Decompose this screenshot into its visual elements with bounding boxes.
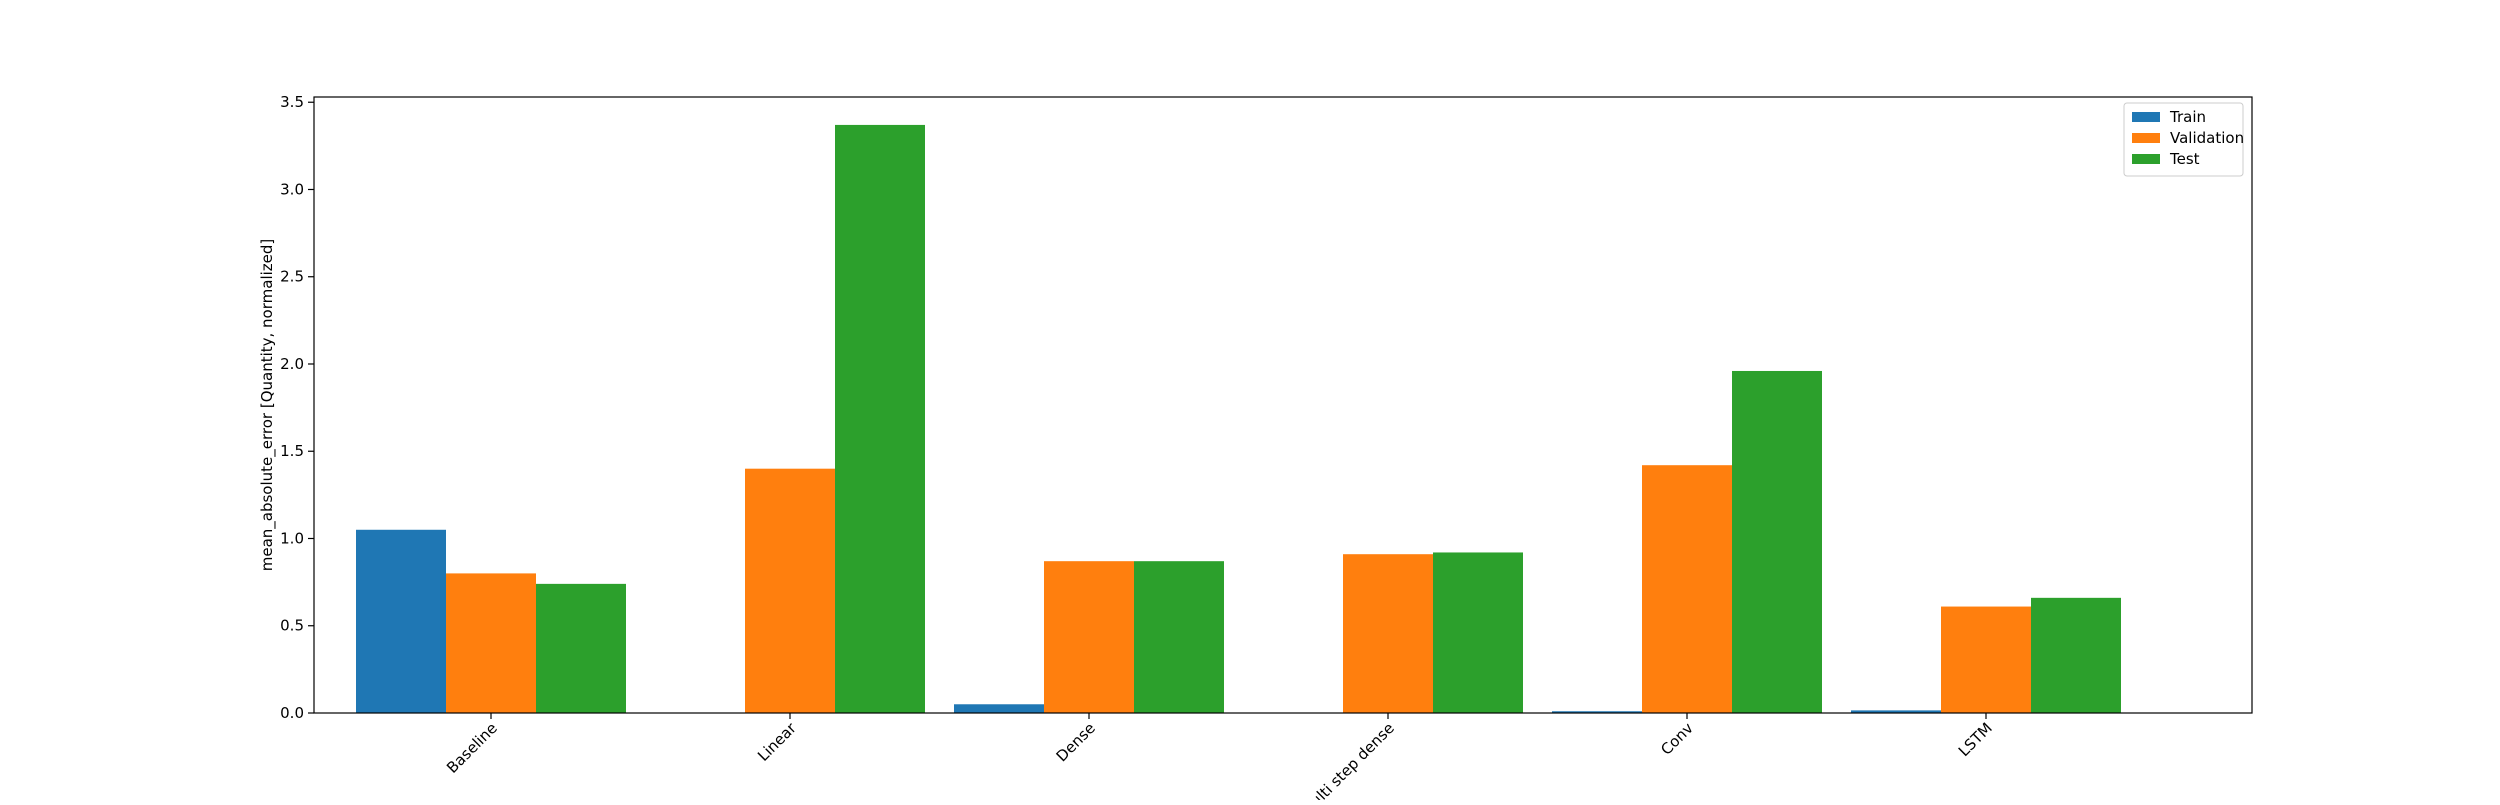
bar-test-multi-step-dense: [1433, 552, 1523, 713]
legend-swatch-validation: [2132, 133, 2160, 143]
y-tick-label: 2.5: [280, 268, 304, 286]
legend-swatch-test: [2132, 154, 2160, 164]
bar-test-baseline: [536, 583, 626, 713]
legend-label-test: Test: [2169, 150, 2200, 168]
bar-validation-dense: [1044, 561, 1134, 713]
bar-test-lstm: [2031, 597, 2121, 713]
bar-train-conv: [1552, 711, 1642, 713]
bar-train-dense: [954, 704, 1044, 713]
bar-test-dense: [1134, 561, 1224, 713]
x-tick-label: Baseline: [443, 719, 501, 777]
plot-frame: [313, 96, 2253, 714]
y-tick-label: 3.0: [280, 180, 304, 198]
bar-validation-linear: [745, 468, 835, 713]
bar-validation-baseline: [446, 573, 536, 713]
y-axis: 0.0 0.5 1.0 1.5 2.0 2.5 3.0 3.5: [280, 93, 314, 722]
y-tick-label: 1.0: [280, 529, 304, 547]
bar-train-baseline: [356, 529, 446, 713]
legend-label-validation: Validation: [2170, 129, 2244, 147]
bar-validation-multi-step-dense: [1343, 554, 1433, 713]
bar-validation-conv: [1642, 465, 1732, 713]
y-tick-label: 0.0: [280, 704, 304, 722]
legend-swatch-train: [2132, 112, 2160, 122]
x-tick-label: Linear: [754, 719, 800, 765]
legend-label-train: Train: [2169, 108, 2206, 126]
bar-test-linear: [835, 124, 925, 714]
legend: Train Validation Test: [2123, 102, 2244, 177]
bar-test-conv: [1732, 370, 1822, 713]
x-tick-label: Dense: [1053, 719, 1099, 765]
y-tick-label: 0.5: [280, 617, 304, 635]
bar-validation-lstm: [1941, 606, 2031, 713]
y-tick-label: 2.0: [280, 355, 304, 373]
x-tick-label: LSTM: [1955, 719, 1996, 760]
y-tick-label: 1.5: [280, 442, 304, 460]
x-tick-label: Multi step dense: [1297, 719, 1397, 800]
y-tick-label: 3.5: [280, 93, 304, 111]
y-axis-label: mean_absolute_error [Quantity, normalize…: [258, 239, 277, 572]
bar-train-lstm: [1851, 710, 1941, 713]
x-axis: Baseline Linear Dense Multi step dense Conv L…: [443, 713, 1996, 805]
bars-layer: [356, 124, 2121, 714]
x-tick-label: Conv: [1657, 719, 1697, 759]
